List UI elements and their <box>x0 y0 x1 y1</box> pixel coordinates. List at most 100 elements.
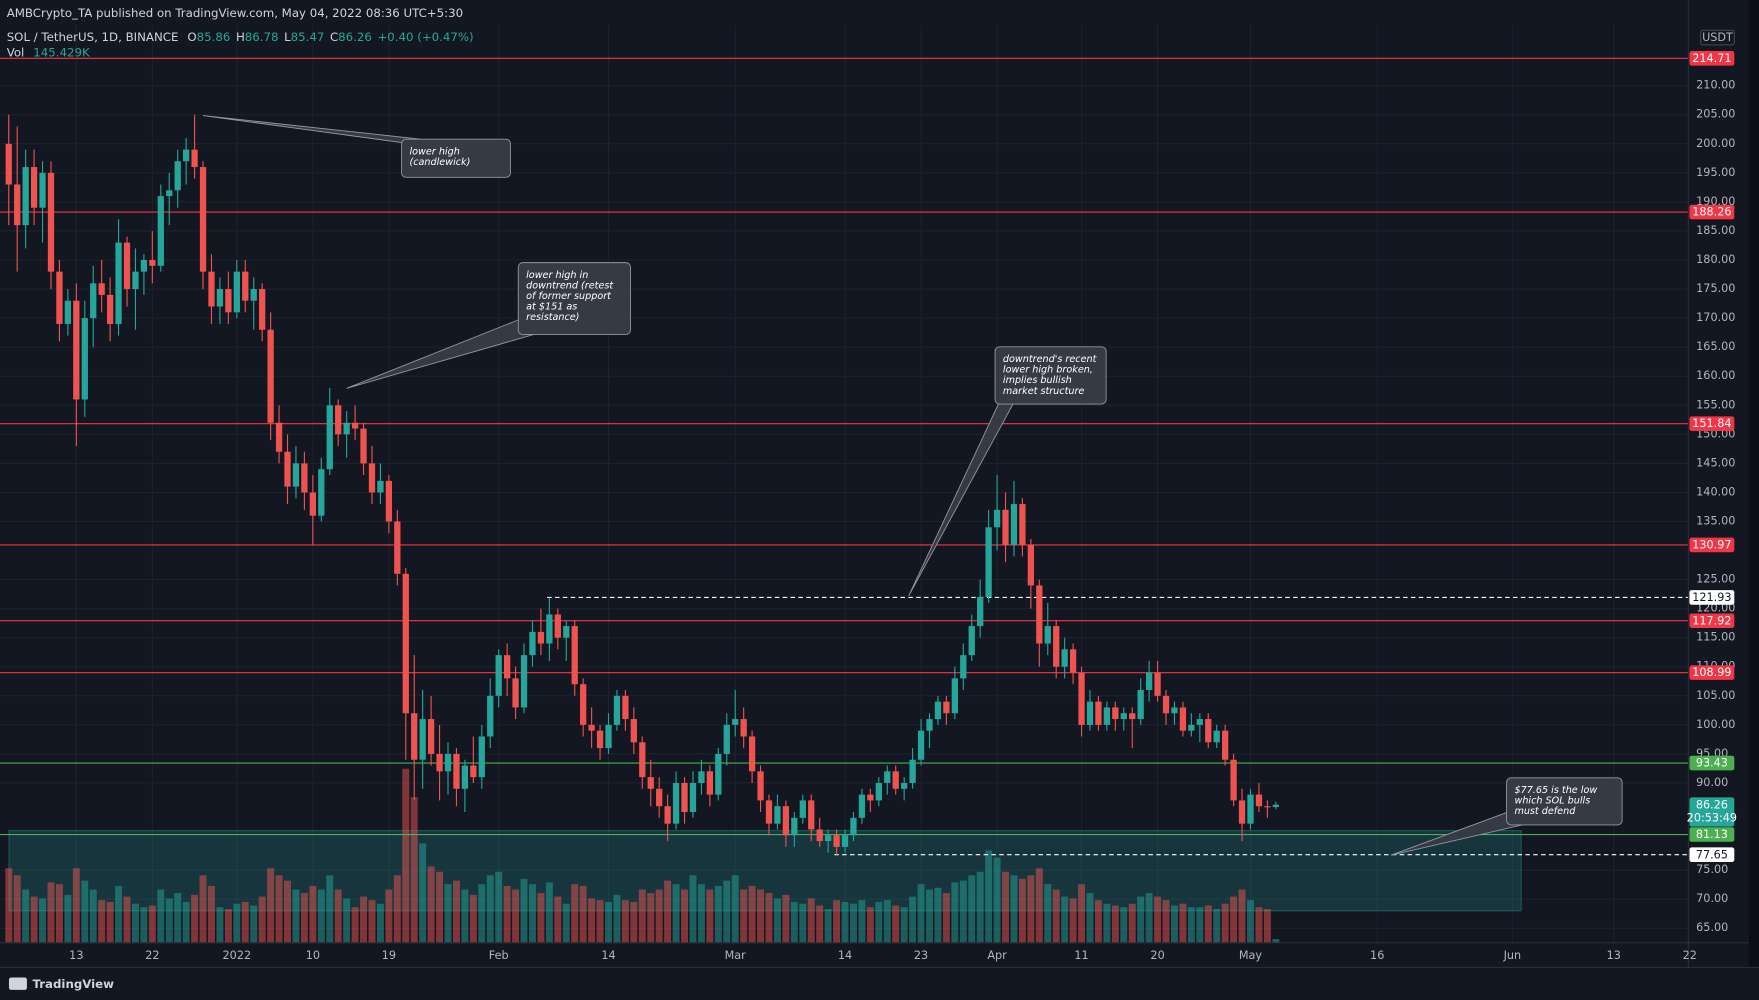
volume-bar <box>1061 896 1069 943</box>
volume-bar <box>858 900 866 943</box>
y-tick-label: 145.00 <box>1696 456 1735 469</box>
candle-body <box>571 626 578 685</box>
volume-bar <box>436 871 444 943</box>
volume-bar <box>697 884 705 943</box>
volume-bar <box>478 884 486 943</box>
volume-bar <box>1002 871 1010 943</box>
price-badge-label: 151.84 <box>1692 417 1731 430</box>
candle-body <box>563 626 570 638</box>
volume-bar <box>917 884 925 943</box>
callout-text: which SOL bulls <box>1514 796 1590 807</box>
candle-body <box>1264 806 1271 808</box>
candle-body <box>1179 707 1187 731</box>
candle-body <box>1154 672 1161 696</box>
candle-body <box>461 765 469 789</box>
y-tick-label: 210.00 <box>1696 79 1735 92</box>
plot-area <box>0 24 1689 943</box>
candle-body <box>1255 794 1263 807</box>
volume-bar <box>258 896 266 943</box>
volume-bar <box>5 868 13 943</box>
symbol: SOL / TetherUS, 1D, BINANCE <box>7 30 179 44</box>
callout-text: downtrend's recent <box>1003 354 1098 365</box>
candle-body <box>5 143 12 185</box>
candle-body <box>884 771 891 783</box>
candle-body <box>985 527 992 598</box>
volume-bar <box>1272 939 1280 943</box>
candle-body <box>225 289 232 313</box>
candle-body <box>318 469 325 516</box>
candle-body <box>554 614 561 638</box>
volume-bar <box>605 901 612 943</box>
candle-body <box>394 521 401 574</box>
volume-bar <box>385 889 393 943</box>
y-tick-label: 175.00 <box>1696 282 1735 295</box>
candle-body <box>495 655 502 696</box>
volume-bar <box>1078 884 1086 943</box>
volume-bar <box>1128 903 1136 943</box>
volume-bar <box>816 905 824 943</box>
volume-bar <box>655 889 663 943</box>
volume-bar <box>461 889 469 943</box>
candle-body <box>993 509 1001 528</box>
candle-body <box>174 161 181 191</box>
candle-body <box>292 463 300 487</box>
last-price: 86.26 <box>1696 798 1728 811</box>
candle-body <box>81 318 88 400</box>
candle-body <box>56 271 63 324</box>
footer <box>0 967 1759 1000</box>
candle-body <box>343 422 350 435</box>
candle-body <box>1086 701 1094 725</box>
x-tick-label: 14 <box>838 949 852 962</box>
volume-bar <box>13 875 21 943</box>
candle-body <box>106 294 114 324</box>
volume-line: Vol 145.429K <box>7 45 90 59</box>
volume-bar <box>199 875 207 943</box>
candle-body <box>419 719 426 760</box>
ohlc-prefix: H <box>236 30 245 44</box>
volume-bar <box>1230 896 1238 943</box>
volume-bar <box>47 882 55 943</box>
candle-body <box>1002 509 1009 545</box>
candle-body <box>512 678 519 708</box>
x-tick-label: Jun <box>1503 949 1522 962</box>
candle-body <box>926 719 933 731</box>
candle-body <box>98 283 105 295</box>
x-tick-label: 19 <box>382 949 396 962</box>
candle-body <box>1095 701 1102 725</box>
volume-bar <box>909 896 917 943</box>
ohlc-value: 86.78 <box>245 30 279 44</box>
callout-text: of former support <box>526 291 612 302</box>
last-price-badge <box>1689 797 1735 827</box>
volume-bar <box>241 901 249 943</box>
candle-body <box>1272 804 1279 808</box>
candle-body <box>1010 504 1018 545</box>
brand-icon <box>8 977 27 990</box>
ohlc-value: 86.26 <box>338 30 372 44</box>
candle-body <box>791 817 798 836</box>
volume-bar <box>1170 905 1178 943</box>
volume-bar <box>807 898 815 943</box>
volume-bar <box>216 907 224 943</box>
callout-box <box>1506 777 1623 826</box>
candle-body <box>309 492 316 516</box>
volume-bar <box>98 900 106 943</box>
volume-bar <box>351 907 359 943</box>
callout-box <box>401 138 511 178</box>
candle-body <box>1078 672 1085 725</box>
candle-body <box>520 655 528 708</box>
price-badge <box>1689 204 1735 220</box>
candle-body <box>580 684 587 725</box>
y-tick-label: 205.00 <box>1696 108 1735 121</box>
candle-body <box>647 777 654 789</box>
candle-body <box>917 730 925 760</box>
volume-bar <box>284 880 291 943</box>
volume-bar <box>689 875 697 943</box>
volume-bar <box>72 868 80 943</box>
y-tick-label: 200.00 <box>1696 137 1735 150</box>
volume-bar <box>326 875 334 943</box>
candle-body <box>605 724 612 749</box>
x-tick-label: Mar <box>725 949 747 962</box>
volume-bar <box>1247 900 1254 943</box>
y-tick-label: 115.00 <box>1696 631 1735 644</box>
candle-body <box>166 190 173 197</box>
